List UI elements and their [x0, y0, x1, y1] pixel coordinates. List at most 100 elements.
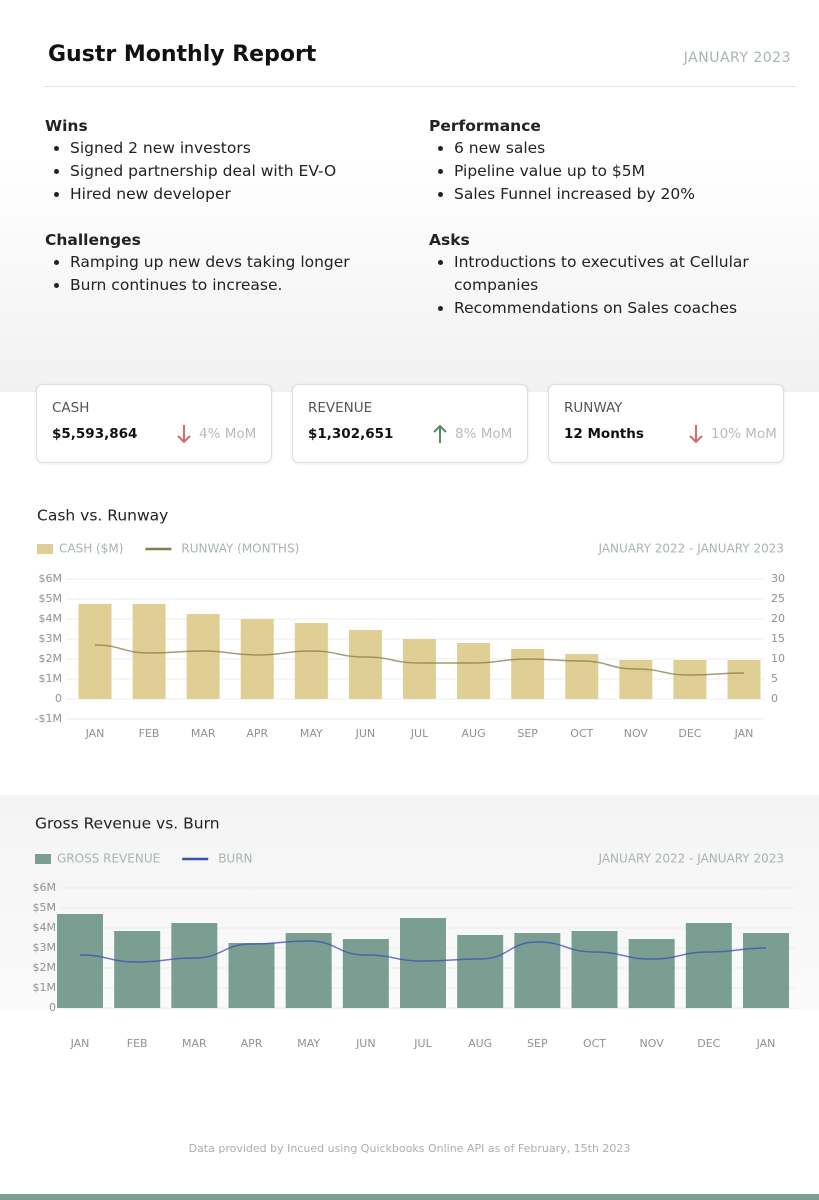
bar	[285, 933, 332, 1008]
bullet-list: Introductions to executives at Cellular …	[429, 251, 769, 320]
bar	[457, 935, 504, 1008]
y2-tick-label: 5	[771, 672, 778, 685]
legend-swatch	[35, 854, 51, 864]
chart-title: Gross Revenue vs. Burn	[35, 815, 220, 833]
x-tick-label: MAY	[300, 727, 323, 740]
y-tick-label: $1M	[39, 672, 63, 685]
line-series	[94, 644, 745, 676]
header-background	[0, 0, 819, 392]
kpi-label: CASH	[52, 400, 90, 416]
section-title: Asks	[429, 231, 470, 249]
section-title: Performance	[429, 117, 541, 135]
kpi-label: RUNWAY	[564, 400, 623, 416]
bar	[403, 639, 436, 699]
bar	[619, 660, 653, 699]
kpi-change: 8% MoM	[455, 426, 513, 442]
bar	[457, 643, 491, 699]
bullet-list: 6 new salesPipeline value up to $5MSales…	[429, 137, 769, 206]
bar	[628, 939, 675, 1008]
section-title: Wins	[45, 117, 88, 135]
x-tick-label: SEP	[527, 1037, 548, 1050]
x-tick-label: NOV	[624, 727, 649, 740]
divider	[44, 86, 796, 87]
y-tick-label: $3M	[39, 632, 63, 645]
line-series	[79, 940, 767, 963]
section: Asks Introductions to executives at Cellu…	[429, 231, 769, 320]
x-tick-label: JAN	[734, 727, 754, 740]
bar	[228, 943, 275, 1008]
bullet-item: Signed 2 new investors	[70, 137, 385, 160]
bar	[743, 933, 789, 1008]
x-tick-label: MAR	[182, 1037, 207, 1050]
y-tick-label: $6M	[39, 572, 63, 585]
bar	[78, 604, 112, 699]
footer: Data provided by Incued using Quickbooks…	[188, 1142, 631, 1155]
bar	[348, 630, 382, 699]
trend-arrow	[177, 425, 191, 444]
x-tick-label: OCT	[570, 727, 593, 740]
kpi-label: REVENUE	[308, 400, 373, 416]
kpi-value: $1,302,651	[308, 426, 394, 442]
bar	[114, 931, 161, 1008]
bullet-list: Signed 2 new investorsSigned partnership…	[45, 137, 385, 206]
y-tick-label: $1M	[33, 981, 57, 994]
y2-tick-label: 20	[771, 612, 785, 625]
y2-tick-label: 25	[771, 592, 785, 605]
x-tick-label: OCT	[583, 1037, 606, 1050]
legend-label: CASH ($M)	[59, 542, 123, 556]
y-tick-label: $4M	[39, 612, 63, 625]
bar	[240, 619, 274, 699]
kpi-card: RUNWAY 12 Months 10% MoM	[548, 384, 784, 463]
x-tick-label: DEC	[678, 727, 701, 740]
bullet-item: Sales Funnel increased by 20%	[454, 183, 769, 206]
x-tick-label: DEC	[697, 1037, 720, 1050]
legend-label: RUNWAY (MONTHS)	[181, 542, 299, 556]
bar	[171, 923, 218, 1008]
x-tick-label: APR	[246, 727, 268, 740]
y-tick-label: 0	[49, 1001, 56, 1014]
bullet-item: Introductions to executives at Cellular …	[454, 251, 769, 297]
legend-swatch	[37, 544, 53, 554]
report-title: Gustr Monthly Report	[48, 42, 317, 67]
x-tick-label: NOV	[640, 1037, 665, 1050]
bottom-bar	[0, 1194, 819, 1200]
bullet-item: Pipeline value up to $5M	[454, 160, 769, 183]
y2-tick-label: 30	[771, 572, 785, 585]
x-tick-label: JAN	[85, 727, 105, 740]
chart-title: Cash vs. Runway	[37, 507, 168, 525]
x-tick-label: APR	[241, 1037, 263, 1050]
bullet-item: Recommendations on Sales coaches	[454, 297, 769, 320]
bar	[727, 660, 761, 699]
legend-label: GROSS REVENUE	[57, 852, 160, 866]
bar	[685, 923, 732, 1008]
y-tick-label: $5M	[33, 901, 57, 914]
bar	[342, 939, 389, 1008]
report-date: JANUARY 2023	[683, 50, 791, 66]
y-tick-label: $5M	[39, 592, 63, 605]
kpi-change: 4% MoM	[199, 426, 257, 442]
y-tick-label: 0	[55, 692, 62, 705]
y2-tick-label: 10	[771, 652, 785, 665]
kpi-card: CASH $5,593,864 4% MoM	[36, 384, 272, 463]
x-tick-label: JUN	[355, 1037, 376, 1050]
bar	[673, 660, 707, 699]
legend-label: BURN	[218, 852, 252, 866]
y-tick-label: $4M	[33, 921, 57, 934]
x-tick-label: MAY	[297, 1037, 320, 1050]
bar	[511, 649, 545, 699]
section: Challenges Ramping up new devs taking lon…	[45, 231, 385, 297]
x-tick-label: JUL	[410, 727, 429, 740]
x-tick-label: JUL	[413, 1037, 432, 1050]
chart-subtitle: JANUARY 2022 - JANUARY 2023	[598, 852, 784, 866]
chart-subtitle: JANUARY 2022 - JANUARY 2023	[598, 542, 784, 556]
bar	[400, 918, 446, 1008]
bar	[132, 604, 166, 699]
bullet-item: Hired new developer	[70, 183, 385, 206]
y-tick-label: $3M	[33, 941, 57, 954]
x-tick-label: JAN	[70, 1037, 90, 1050]
x-tick-label: FEB	[139, 727, 160, 740]
x-tick-label: JUN	[355, 727, 376, 740]
y-tick-label: -$1M	[35, 712, 62, 725]
trend-arrow	[433, 424, 447, 443]
